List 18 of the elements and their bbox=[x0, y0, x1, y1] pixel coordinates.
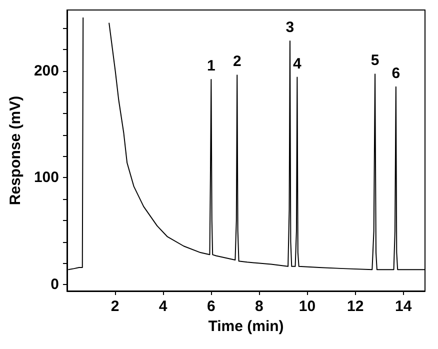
y-tick-label: 0 bbox=[50, 276, 59, 294]
x-tick-label: 6 bbox=[206, 298, 216, 315]
annotation: 4 bbox=[293, 55, 302, 72]
x-tick-label: 2 bbox=[110, 298, 120, 315]
annotation: 3 bbox=[286, 18, 294, 36]
y-tick-label: 200 bbox=[34, 62, 59, 80]
y-axis-title: Response (mV) bbox=[7, 96, 24, 206]
x-tick-label: 10 bbox=[298, 298, 316, 315]
x-tick-label: 14 bbox=[395, 298, 412, 315]
y-tick-label: 100 bbox=[34, 169, 59, 186]
annotation: 1 bbox=[206, 57, 216, 74]
annotation: 2 bbox=[232, 53, 242, 70]
annotation: 5 bbox=[370, 52, 380, 70]
x-tick-label: 12 bbox=[346, 298, 364, 315]
x-tick-label: 8 bbox=[255, 298, 264, 315]
x-axis-title: Time (min) bbox=[208, 318, 284, 335]
annotation: 6 bbox=[392, 64, 400, 82]
x-tick-label: 4 bbox=[158, 298, 168, 315]
